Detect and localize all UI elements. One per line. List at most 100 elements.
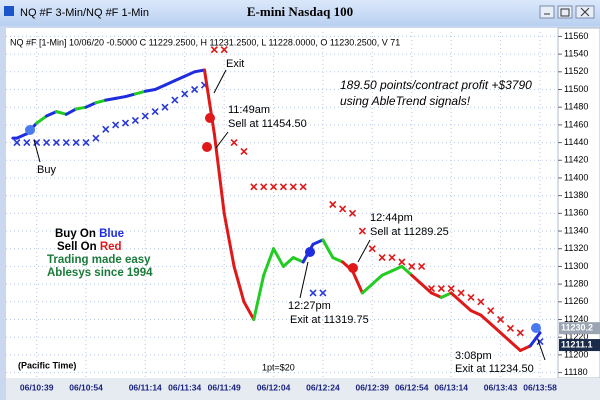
price-bar [104,96,118,102]
signal-dots [25,113,541,333]
y-tick-label: 11280 [564,278,588,288]
price-bar [291,256,305,264]
annotation: 3:08pm [455,350,492,362]
annotation: Buy [37,164,56,176]
y-tick-label: 11540 [564,48,588,58]
y-tick-label: 11360 [564,208,588,218]
stop-marker [92,134,100,142]
price-bar [508,340,522,352]
stop-marker [181,90,189,98]
y-tick-label: 11240 [564,314,588,324]
annotation: 12:27pm [288,300,331,312]
x-tick-label: 06/13:58 [523,382,557,392]
stop-marker [437,284,445,293]
window-controls[interactable] [539,5,595,19]
y-tick-label: 11480 [564,102,588,112]
price-tag [559,322,600,335]
stop-marker [191,85,199,94]
stop-marker [289,183,297,191]
stop-marker [141,112,149,120]
stop-marker [131,116,139,125]
stop-marker [62,139,70,147]
price-axis [557,27,600,379]
price-bar [272,247,285,268]
stop-marker [299,183,307,191]
y-tick-label: 11200 [564,349,588,359]
price-bar [281,256,295,268]
annotation: Exit [226,58,244,70]
annotation: 11:49am [228,104,270,116]
stop-marker [339,205,347,213]
price-bar [429,291,443,299]
stop-marker [457,289,465,297]
price-bar [114,95,128,100]
price-bar [222,211,236,268]
y-tick-label: 11560 [564,31,588,41]
annotation: Trading made easy [47,254,151,266]
annotation: Exit at 11234.50 [455,363,534,375]
window-title: NQ #F 3-Min/NQ #F 1-Min [20,7,149,19]
y-tick-label: 11440 [564,137,588,147]
annotation-part: Buy On [55,228,99,240]
price-tag-label: 11230.2 [561,323,593,333]
price-bar [390,264,404,273]
price-bar [449,291,463,304]
price-bar [459,300,473,313]
price-bar [163,79,177,87]
y-tick-label: 11320 [564,243,588,253]
minimize-button[interactable] [539,5,555,19]
annotation-part: Sell On [57,241,100,253]
annotation: (Pacific Time) [18,360,76,370]
price-bar [331,256,345,264]
price-bar [400,264,414,277]
x-tick-label: 06/12:54 [395,382,429,392]
stop-marker [358,227,366,235]
price-bar [183,70,197,78]
stop-marker [408,262,416,270]
stop-marker [82,139,90,147]
price-bar [242,300,256,321]
chart-title: E-mini Nasdaq 100 [247,4,353,19]
price-bar [15,132,29,140]
y-tick-label: 11180 [564,367,588,377]
price-bar [479,313,493,326]
annotation: Sell at 11289.25 [370,226,449,238]
quote-line: NQ #F [1-Min] 10/06/20 -0.5000 C 11229.2… [10,37,400,47]
stop-marker [309,289,317,297]
price-bar [420,282,433,295]
time-axis [6,378,600,400]
stop-marker [487,307,495,315]
annotation-part: Red [100,241,122,253]
price-bar [321,238,335,260]
stop-marker [279,183,287,191]
stop-marker [112,121,120,129]
annotation: 12:44pm [370,212,413,224]
price-bar [45,110,58,118]
stop-marker [269,183,278,191]
stop-marker [72,139,80,147]
price-bar [360,282,374,295]
x-tick-label: 06/12:04 [257,382,291,392]
annotation: using AbleTrend signals! [340,94,471,108]
stop-marker [121,119,130,127]
window-icon [4,6,14,16]
price-bar [202,68,216,136]
price-bar [469,309,483,317]
price-bar [133,89,147,96]
stop-marker [260,183,268,191]
stop-marker [161,103,169,111]
x-tick-label: 06/12:24 [306,382,340,392]
price-tag-label: 11211.1 [561,339,593,349]
price-bar [74,105,88,111]
stop-marker [378,254,386,262]
price-bar [439,291,453,299]
x-tick-label: 06/13:43 [484,382,518,392]
stop-marker [536,338,544,346]
price-bar [252,273,266,321]
x-tick-label: 06/10:39 [20,382,54,392]
stop-marker [171,96,179,104]
stop-marker [230,139,238,147]
stop-marker [368,245,376,253]
price-bar [212,132,226,215]
